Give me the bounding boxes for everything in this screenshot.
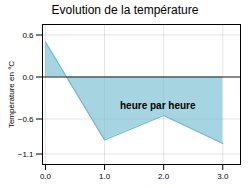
svg-text:1.0: 1.0 [99, 172, 111, 181]
svg-text:heure par heure: heure par heure [120, 100, 196, 111]
svg-text:Température en °C: Température en °C [7, 61, 16, 128]
html-text:Evolution de la température: Evolution de la température [51, 3, 199, 17]
svg-text:−1.1: −1.1 [18, 150, 34, 159]
svg-text:3.0: 3.0 [217, 172, 229, 181]
svg-text:0.0: 0.0 [40, 172, 52, 181]
svg-text:2.0: 2.0 [158, 172, 170, 181]
svg-text:0.6: 0.6 [22, 31, 34, 40]
svg-text:0.0: 0.0 [22, 73, 34, 82]
svg-text:−0.6: −0.6 [18, 115, 34, 124]
